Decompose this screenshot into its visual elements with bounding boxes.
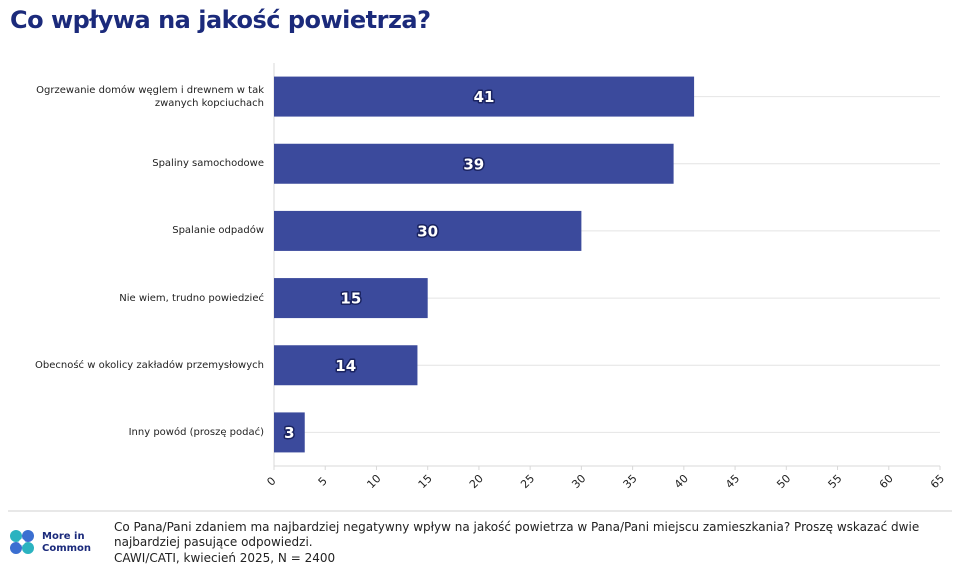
x-tick-label: 45 — [723, 472, 742, 491]
x-tick-label: 15 — [416, 472, 435, 491]
data-label: 15 — [340, 290, 361, 308]
y-tick-label: Spalanie odpadów — [172, 225, 264, 237]
chart-title: Co wpływa na jakość powietrza? — [10, 6, 431, 34]
y-tick-label: Inny powód (proszę podać) — [128, 426, 264, 438]
bar — [274, 76, 695, 117]
y-tick-label: Nie wiem, trudno powiedzieć — [119, 292, 264, 304]
bar — [274, 278, 428, 319]
x-tick-label: 10 — [364, 472, 383, 491]
x-tick-label: 0 — [264, 474, 278, 488]
data-label: 3 — [284, 424, 294, 442]
bar — [274, 210, 582, 251]
y-tick-label: Spaliny samochodowe — [152, 158, 264, 170]
data-label: 30 — [417, 222, 438, 240]
x-tick-label: 65 — [928, 472, 947, 491]
logo-text: More in Common — [42, 531, 92, 554]
x-tick-label: 20 — [467, 472, 486, 491]
x-tick-label: 40 — [672, 472, 691, 491]
data-label: 41 — [474, 88, 495, 106]
source: CAWI/CATI, kwiecień 2025, N = 2400 — [114, 551, 336, 565]
x-tick-label: 5 — [316, 474, 330, 488]
data-label: 14 — [335, 357, 356, 375]
x-tick-label: 50 — [774, 472, 793, 491]
logo-icon — [10, 530, 34, 554]
y-tick-label: Obecność w okolicy zakładów przemysłowyc… — [35, 359, 264, 371]
x-tick-label: 60 — [877, 472, 896, 491]
data-label: 39 — [463, 155, 484, 173]
x-tick-label: 55 — [826, 472, 845, 491]
bar — [274, 345, 418, 386]
x-tick-label: 35 — [621, 472, 640, 491]
bar — [274, 143, 674, 184]
x-tick-label: 30 — [569, 472, 588, 491]
y-tick-label: Ogrzewanie domów węglem i drewnem w tak … — [36, 84, 264, 109]
bar — [274, 412, 305, 453]
footnote: Co Pana/Pani zdaniem ma najbardziej nega… — [114, 520, 920, 549]
x-tick-label: 25 — [518, 472, 537, 491]
